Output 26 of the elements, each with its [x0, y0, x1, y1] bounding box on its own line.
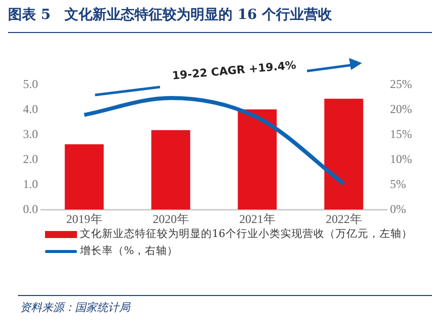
bar: [64, 144, 104, 210]
x-tick-label: 2022年: [326, 212, 362, 226]
x-tick-label: 2020年: [152, 212, 189, 226]
y2-tick-label: 25%: [390, 77, 412, 92]
y2-tick-label: 20%: [390, 102, 412, 116]
bar: [151, 130, 190, 210]
y-tick-label: 4.0: [23, 102, 38, 116]
legend-label: 增长率（%，右轴）: [80, 244, 178, 258]
chart-title: 图表 5 文化新业态特征较为明显的 16 个行业营收: [8, 6, 332, 24]
y2-tick-label: 0%: [390, 202, 406, 216]
y-tick-label: 3.0: [23, 126, 38, 141]
bar: [324, 98, 364, 210]
y-tick-label: 1.0: [23, 176, 38, 191]
text: 资料来源：国家统计局: [20, 300, 130, 315]
line-series: [82, 96, 346, 186]
y-tick-label: 0.0: [23, 202, 38, 216]
legend-label: 文化新业态特征较为明显的16个行业小类实现营收（万亿元，左轴）: [80, 227, 412, 241]
bar: [238, 109, 277, 210]
x-tick-label: 2019年: [66, 212, 102, 226]
y-tick-label: 5.0: [23, 77, 38, 92]
y2-tick-label: 15%: [390, 126, 412, 141]
x-tick-label: 2021年: [239, 212, 276, 226]
y2-tick-label: 10%: [390, 152, 412, 166]
y2-tick-label: 5%: [390, 176, 406, 191]
text: 19-22 CAGR +19.4%: [172, 58, 297, 82]
y-tick-label: 2.0: [23, 152, 38, 166]
